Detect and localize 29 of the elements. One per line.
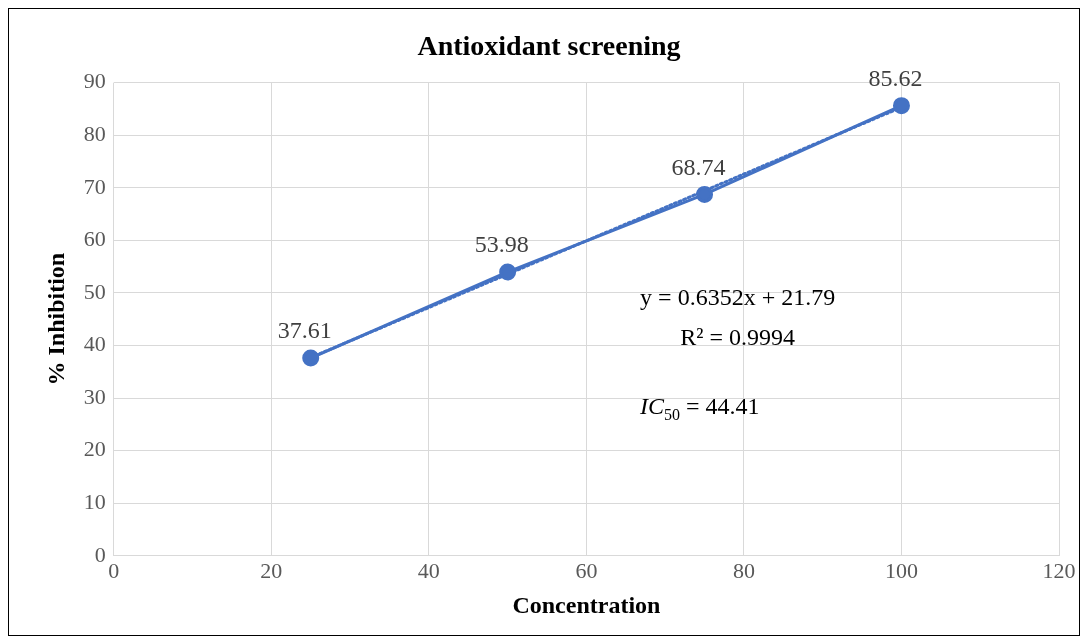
- data-label: 68.74: [671, 153, 726, 180]
- y-tick-label: 0: [94, 541, 106, 567]
- y-tick-label: 30: [83, 383, 106, 409]
- y-tick-label: 40: [83, 331, 106, 357]
- y-tick-label: 70: [83, 173, 106, 199]
- y-tick-label: 90: [83, 68, 106, 94]
- data-label: 85.62: [868, 64, 923, 91]
- y-tick-label: 10: [83, 489, 106, 514]
- data-label: 37.61: [277, 317, 332, 344]
- chart-title: Antioxidant screening: [417, 30, 681, 62]
- x-tick-label: 120: [1042, 557, 1076, 583]
- x-tick-label: 40: [417, 557, 440, 583]
- point: [892, 97, 910, 115]
- x-tick-label: 60: [575, 557, 598, 583]
- annotation: R² = 0.9994: [680, 324, 796, 351]
- x-tick-label: 100: [884, 557, 918, 583]
- x-tick-label: 20: [260, 557, 283, 583]
- point: [696, 185, 714, 203]
- y-tick-label: 50: [83, 278, 106, 304]
- y-tick-label: 80: [83, 120, 106, 146]
- data-label: 53.98: [474, 231, 529, 258]
- y-axis-title: % Inhibition: [42, 252, 69, 386]
- annotation: y = 0.6352x + 21.79: [640, 284, 836, 310]
- x-axis-title: Concentration: [512, 591, 661, 618]
- y-tick-label: 60: [83, 226, 106, 252]
- point: [499, 263, 517, 281]
- y-tick-label: 20: [83, 436, 106, 462]
- point: [302, 349, 320, 367]
- x-tick-label: 80: [732, 557, 755, 583]
